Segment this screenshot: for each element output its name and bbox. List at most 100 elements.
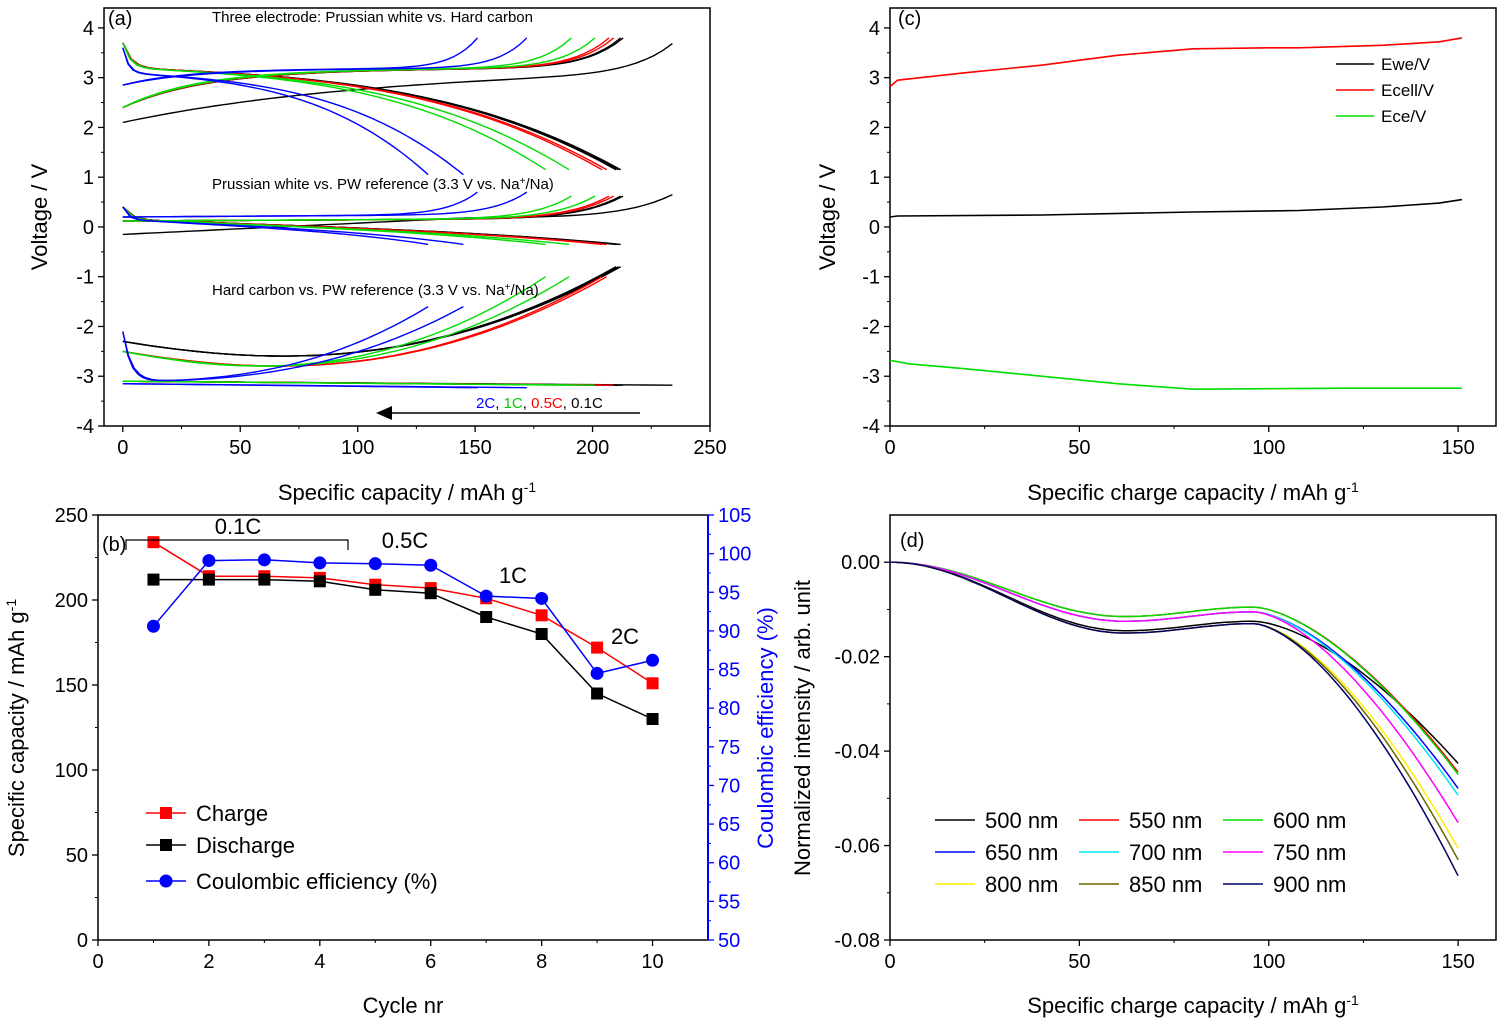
discharge-point [313,575,326,588]
bracket [125,539,349,550]
panel-b: 0 2 4 6 8 10050100150200250505560657075808590… [3,505,778,1018]
series-line-Ecell/V [889,37,1463,88]
legend-label: 650 nm [985,840,1058,865]
y-tick-label: -2 [862,316,880,338]
y-tick-label: 4 [869,18,880,40]
ce-point [479,589,493,603]
fullcell-charge-curve [122,37,615,109]
series-line-650nm [889,561,1459,789]
panel-d-axes: 0 50 100 150 -0.08 -0.06 -0.04 -0.02 0.00 [834,552,1474,973]
y2-tick-label: 95 [718,582,740,604]
y-tick-label: -3 [862,366,880,388]
panel-d-legend: 500 nm 550 nm 600 nm 650 nm 700 nm 750 nm 800 … [935,808,1346,897]
rate-1c: 1C [504,395,523,412]
y-tick-label: -1 [862,267,880,289]
panel-d-frame [889,514,1497,941]
hc-charge-curve [122,380,572,386]
x-tick-label: 8 [536,951,547,973]
y2-tick-label: 105 [718,505,751,527]
y-tick-label: 1 [83,167,94,189]
y2-tick-label: 100 [718,544,751,566]
y-tick-label: 4 [83,18,94,40]
y-tick-label: 150 [55,675,88,697]
pw-discharge-curve [122,206,603,246]
x-tick-label: 150 [1441,951,1474,973]
legend-ece: Ece/V [1381,107,1427,126]
y-tick-label: 3 [869,68,880,90]
y2-tick-label: 70 [718,775,740,797]
pw-discharge-curve [122,206,429,246]
x-tick-label: 0 [884,951,895,973]
fullcell-discharge-curve [122,42,608,171]
legend-charge: Charge [196,801,268,826]
rate-label-2c: 2C [611,624,639,649]
charge-point [147,536,160,549]
panel-c-series [889,37,1463,391]
ce-point [424,558,438,572]
series-line-Charge [153,541,653,684]
panel-d-series [889,561,1459,877]
y-tick-label: 100 [55,760,88,782]
hc-discharge-curve [122,305,429,382]
x-tick-label: 50 [1068,951,1090,973]
panel-a-annotation-mid: Prussian white vs. PW reference (3.3 V v… [212,176,554,194]
discharge-point [147,573,160,586]
panel-a-rate-legend: 2C, 1C, 0.5C, 0.1C [476,395,603,412]
x-tick-label: 100 [1252,951,1285,973]
y-tick-label: -1 [76,267,94,289]
y-tick-label: 0.00 [841,552,880,574]
legend-label: 850 nm [1129,872,1202,897]
panel-a-annotation-top: Three electrode: Prussian white vs. Hard… [212,9,533,26]
rate-label-01c: 0.1C [215,514,262,539]
y-tick-label: 0 [83,217,94,239]
ce-point [590,666,604,680]
panel-d-ylabel: Normalized intensity / arb. unit [790,580,815,876]
x-tick-label: 150 [1441,437,1474,459]
x-tick-label: 10 [641,951,663,973]
x-tick-label: 6 [425,951,436,973]
panel-c-ylabel: Voltage / V [815,163,840,270]
legend-label: 600 nm [1273,808,1346,833]
legend-discharge: Discharge [196,833,295,858]
panel-d: 0 50 100 150 -0.08 -0.06 -0.04 -0.02 0.00 (d) 50… [790,514,1497,1018]
fullcell-charge-curve [122,37,610,109]
y-tick-label: -4 [76,416,94,438]
y-tick-label: -0.08 [834,930,880,952]
panel-b-xlabel: Cycle nr [363,993,444,1018]
y-tick-label: 0 [869,217,880,239]
legend-ce: Coulombic efficiency (%) [196,869,438,894]
pw-discharge-curve [122,206,546,246]
fullcell-charge-curve [122,37,479,86]
y-tick-label: 2 [83,117,94,139]
x-tick-label: 150 [458,437,491,459]
charge-point [591,641,604,654]
y-tick-label: 250 [55,505,88,527]
discharge-point [258,573,271,586]
discharge-point [480,611,493,623]
ce-point [313,556,327,570]
fullcell-discharge-curve [122,42,546,171]
pw-charge-curve [122,191,528,218]
pw-discharge-curve [122,206,570,246]
ce-point [646,653,660,667]
x-tick-label: 100 [1252,437,1285,459]
panel-b-label: (b) [102,534,126,556]
y2-tick-label: 90 [718,621,740,643]
ce-point [257,553,271,567]
pw-charge-curve [122,191,478,218]
hc-charge-curve [122,383,478,389]
series-line-Ewe/V [889,198,1463,218]
panel-b-series [146,536,660,725]
legend-label: 500 nm [985,808,1058,833]
pw-charge-curve [122,195,624,222]
y2-tick-label: 65 [718,814,740,836]
rate-01c: 0.1C [571,395,603,412]
ce-point [535,591,549,605]
series-line-600nm [889,561,1459,775]
y-tick-label: 50 [66,845,88,867]
ce-point [202,554,216,568]
x-tick-label: 200 [576,437,609,459]
panel-a-axes: 0 50 100 150 200 250 -4 -3 -2 -1 0 1 2 3 4 [76,18,726,459]
discharge-point [591,687,604,700]
ce-point [368,557,382,571]
